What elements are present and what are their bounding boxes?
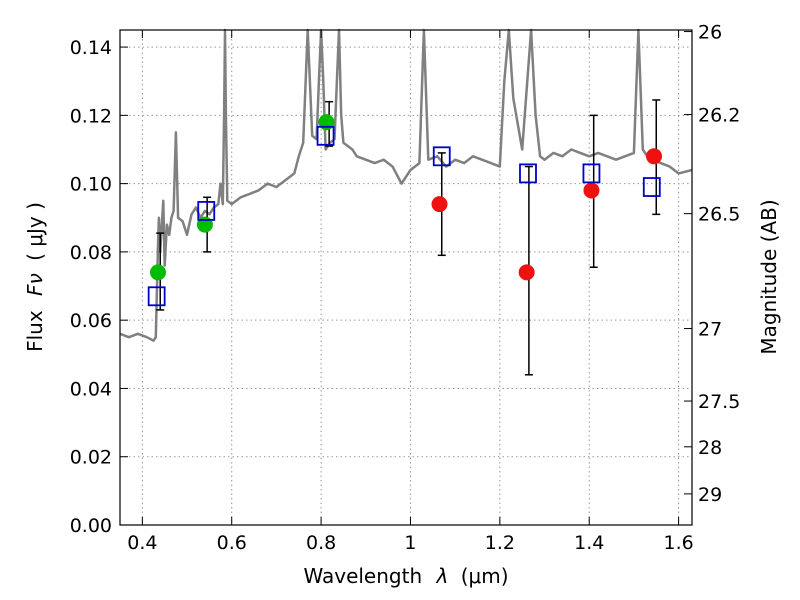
y2-tick-label-2: 26.5 — [698, 204, 740, 226]
y-tick-label-0: 0.00 — [70, 515, 112, 537]
red-point-0 — [431, 196, 448, 213]
y-tick-label-6: 0.12 — [70, 105, 112, 127]
y-tick-label-5: 0.10 — [70, 174, 112, 196]
grid-lines — [120, 30, 692, 526]
green-point-2 — [318, 114, 335, 131]
square-marker-1 — [197, 201, 216, 221]
y-axis-label-unit: ( μJy ) — [23, 202, 47, 261]
square-marker-6 — [642, 177, 661, 197]
y2-tick-label-1: 26.2 — [698, 105, 740, 127]
x-tick-label-3: 1 — [404, 532, 416, 554]
green-point-1 — [196, 216, 213, 233]
y-axis-label-main: Flux — [23, 310, 47, 352]
x-tick-label-1: 0.6 — [217, 532, 247, 554]
x-tick-label-5: 1.4 — [574, 532, 604, 554]
plot-frame — [119, 29, 693, 526]
plot-background — [120, 30, 692, 525]
y-tick-label-2: 0.04 — [70, 378, 112, 400]
y2-tick-label-5: 28 — [698, 437, 722, 459]
y2-tick-label-3: 27 — [698, 319, 722, 341]
x-tick-label-2: 0.8 — [306, 532, 336, 554]
square-marker-0 — [147, 286, 166, 307]
y-tick-label-3: 0.06 — [70, 310, 112, 332]
y-tick-label-1: 0.02 — [70, 447, 112, 469]
red-point-2 — [583, 182, 600, 199]
y-axis-label: Flux Fν ( μJy ) — [23, 202, 47, 352]
square-marker-5 — [582, 163, 601, 184]
data-markers — [147, 114, 663, 307]
x-axis-label-unit: (μm) — [461, 564, 509, 588]
y2-axis-label: Magnitude (AB) — [757, 199, 781, 354]
x-tick-label-6: 1.6 — [663, 532, 693, 554]
y2-tick-label-6: 29 — [698, 484, 722, 506]
x-axis-label: Wavelength λ (μm) — [303, 564, 508, 588]
axis-ticks: 0.4 0.6 0.8 1 1.2 1.4 1.6 0.00 0.02 0.04 0.06 0.08 0… — [70, 22, 741, 554]
x-tick-label-0: 0.4 — [127, 532, 157, 554]
x-tick-label-4: 1.2 — [485, 532, 515, 554]
red-point-1 — [518, 264, 535, 281]
square-marker-3 — [432, 146, 451, 167]
red-point-3 — [646, 148, 663, 165]
x-axis-label-main: Wavelength — [303, 564, 422, 588]
square-marker-2 — [316, 125, 335, 146]
y-tick-label-7: 0.14 — [70, 37, 112, 59]
green-point-0 — [149, 264, 166, 281]
square-marker-4 — [519, 163, 537, 184]
y-axis-label-symbol: Fν — [23, 273, 47, 296]
y2-tick-label-4: 27.5 — [698, 391, 740, 413]
x-axis-label-symbol: λ — [436, 564, 449, 588]
y-tick-label-4: 0.08 — [70, 242, 112, 264]
y2-tick-label-0: 26 — [698, 22, 722, 44]
